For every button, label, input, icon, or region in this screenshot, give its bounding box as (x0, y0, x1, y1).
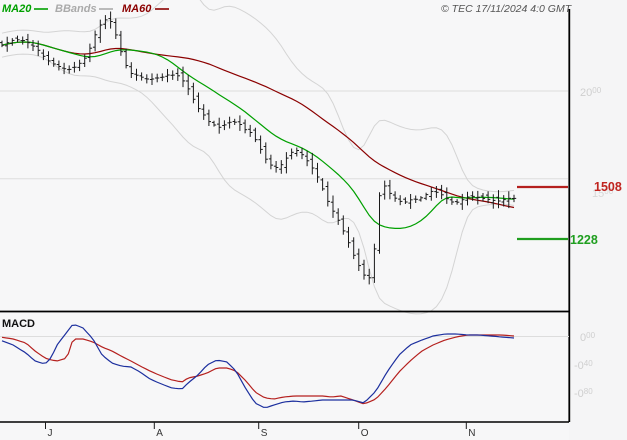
svg-text:J: J (48, 428, 53, 439)
svg-text:A: A (156, 428, 163, 439)
svg-text:O: O (361, 428, 369, 439)
svg-text:N: N (468, 428, 475, 439)
svg-text:S: S (261, 428, 268, 439)
